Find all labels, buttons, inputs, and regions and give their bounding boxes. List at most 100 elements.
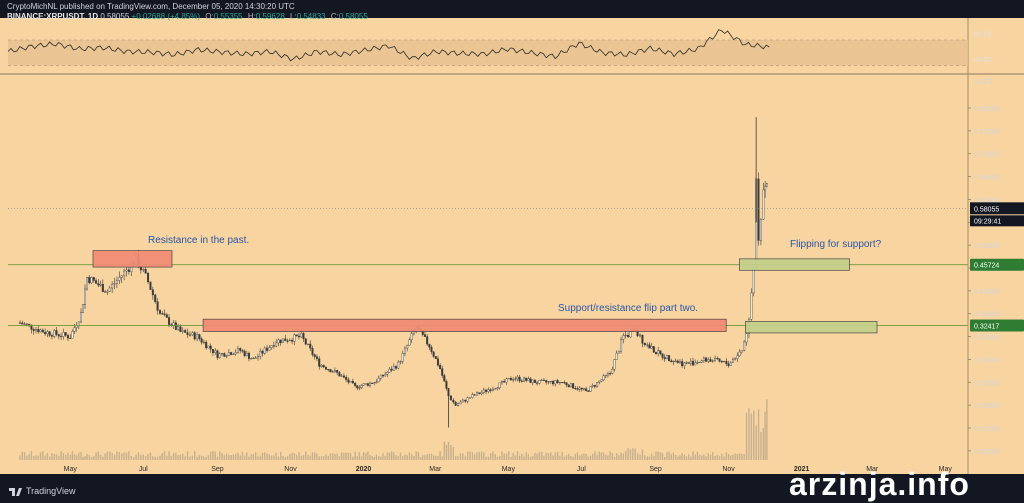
time-tick-label: Mar <box>429 466 442 473</box>
candle-body <box>473 394 476 396</box>
volume-bar <box>766 399 768 460</box>
candle-body <box>266 347 269 351</box>
candle-body <box>345 377 348 380</box>
volume-bar <box>709 454 712 460</box>
price-tick-label: 0.50000 <box>974 243 999 250</box>
volume-bar <box>149 452 152 460</box>
volume-bar <box>545 452 547 460</box>
candle-body <box>108 287 111 292</box>
volume-bar <box>334 453 336 460</box>
candle-body <box>371 382 374 384</box>
volume-bar <box>32 455 35 460</box>
candle-body <box>193 332 196 340</box>
candle-body <box>489 389 492 391</box>
symbol-label[interactable]: BINANCE:XRPUSDT, 1D <box>7 12 99 21</box>
candle-body <box>366 383 369 386</box>
volume-bar <box>723 456 725 460</box>
candle-body <box>600 379 603 382</box>
volume-bar <box>687 454 690 460</box>
candle-body <box>198 334 201 340</box>
volume-bar <box>284 456 286 460</box>
volume-bar <box>397 456 399 460</box>
volume-bar <box>572 456 574 460</box>
candle-body <box>622 335 625 340</box>
candle-body <box>552 381 555 385</box>
volume-bar <box>583 453 585 460</box>
volume-bar <box>430 453 433 460</box>
volume-bar <box>55 454 58 460</box>
volume-bar <box>170 456 173 460</box>
rsi-indicator: 80.00 40.00 <box>7 29 992 66</box>
candle-body <box>764 185 767 191</box>
chart-header: CryptoMichNL published on TradingView.co… <box>7 2 368 22</box>
volume-bar <box>543 455 545 460</box>
candle-body <box>247 352 250 359</box>
time-tick-label: 2021 <box>794 466 810 473</box>
candle-body <box>569 383 572 388</box>
volume-bar <box>714 456 716 460</box>
volume-bar <box>443 441 446 460</box>
volume-bar <box>252 454 255 460</box>
volume-bar <box>718 456 721 460</box>
candle-body <box>461 399 464 403</box>
volume-bar <box>487 456 490 460</box>
change-text: +0.02688 (+4.85%) <box>131 12 201 21</box>
candle-body <box>689 360 692 364</box>
candle-body <box>57 334 60 337</box>
volume-bar <box>703 454 705 460</box>
volume-bar <box>90 456 93 460</box>
candle-body <box>585 388 588 391</box>
candle-body <box>443 375 446 382</box>
volume-bar <box>437 455 439 460</box>
candle-body <box>177 326 180 330</box>
volume-bar <box>212 451 214 460</box>
volume-bar <box>415 451 417 460</box>
volume-bar <box>340 452 343 460</box>
candle-body <box>587 390 590 392</box>
volume-bar <box>757 409 760 460</box>
candle-body <box>259 350 262 357</box>
volume-bar <box>44 455 46 460</box>
annotations: Resistance in the past. Support/resistanc… <box>92 235 882 334</box>
candle-body <box>250 358 253 360</box>
volume-bar <box>198 455 201 460</box>
volume-bar <box>35 455 37 460</box>
volume-bar <box>343 453 345 460</box>
volume-bar <box>270 455 273 460</box>
resistance-zone[interactable] <box>92 250 173 268</box>
candle-body <box>683 362 686 367</box>
volume-bar <box>111 452 113 460</box>
volume-bar <box>624 451 627 460</box>
candle-body <box>591 385 594 387</box>
candle-body <box>547 381 550 383</box>
candle-body <box>648 344 651 349</box>
candle-body <box>320 365 323 367</box>
volume-bar <box>80 452 82 460</box>
support-zone[interactable] <box>745 321 878 334</box>
candle-body <box>759 219 762 241</box>
volume-bar <box>248 456 250 460</box>
time-tick-label: Nov <box>722 466 735 473</box>
candle-body <box>478 392 481 395</box>
volume-bar <box>578 455 581 460</box>
candle-body <box>604 374 607 377</box>
candle-body <box>403 347 406 354</box>
candle-body <box>698 361 701 363</box>
resistance-zone[interactable] <box>202 318 727 332</box>
volume-bar <box>362 452 365 460</box>
candle-body <box>25 323 28 325</box>
time-tick-label: Nov <box>284 466 297 473</box>
price-tick-label: 0.75000 <box>974 129 999 136</box>
volume-bar <box>144 456 147 460</box>
candle-body <box>28 323 31 326</box>
volume-bar <box>179 454 182 460</box>
time-tick-label: Sep <box>649 466 662 473</box>
candle-body <box>73 327 76 332</box>
volume-bar <box>672 452 675 460</box>
volume-bar <box>318 456 320 460</box>
candle-body <box>144 269 147 274</box>
candle-body <box>503 381 506 383</box>
candle-body <box>327 369 330 371</box>
support-zone[interactable] <box>739 258 850 271</box>
